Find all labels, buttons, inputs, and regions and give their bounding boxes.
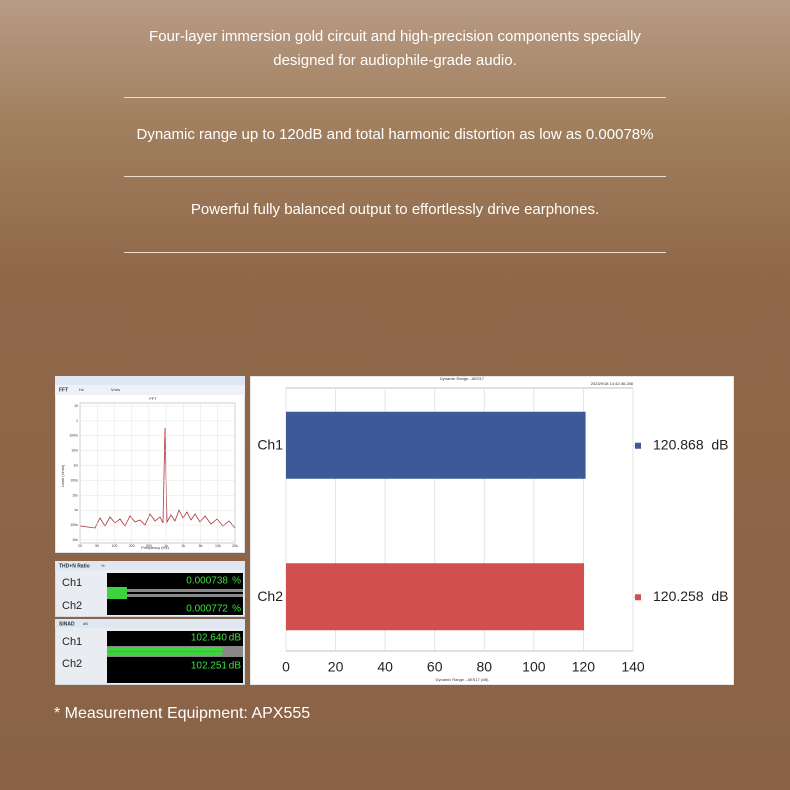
panel-unit: dB: [83, 621, 88, 626]
titlebar: [55, 561, 245, 570]
fft-x-tick-label: 100: [112, 544, 118, 548]
x-tick-label: 0: [282, 659, 290, 675]
x-tick-label: 60: [427, 659, 443, 675]
meter-bar: [107, 587, 127, 599]
titlebar: [55, 376, 245, 385]
meter-track: [107, 594, 243, 597]
x-tick-label: 140: [621, 659, 645, 675]
fft-panel: FFT Hz Vrms FFT Level (Vrms) Frequency (…: [55, 376, 245, 553]
reading: 102.640: [191, 633, 228, 644]
channel-label: Ch1: [62, 636, 82, 648]
feature-text: Four-layer immersion gold circuit and hi…: [0, 25, 790, 73]
fft-x-tick-label: 20k: [232, 544, 238, 548]
value-label: 120.258 dB: [653, 588, 729, 604]
footnote: * Measurement Equipment: APX555: [54, 705, 311, 722]
timestamp: 2023/9/18 14:42:36.288: [591, 381, 634, 386]
feature-text: Dynamic range up to 120dB and total harm…: [0, 123, 790, 147]
fft-trace: [79, 427, 236, 529]
bar: [286, 411, 586, 479]
thdn-panel: THD+N Ratio % Ch1 Ch2 0.000738 % 0.00077…: [55, 561, 245, 617]
reading-unit: %: [232, 604, 241, 615]
reading: 102.251: [191, 661, 228, 672]
fft-x-tick-label: 500: [146, 544, 152, 548]
fft-x-tick-label: 50: [95, 544, 99, 548]
fft-y-tick-label: 1m: [73, 463, 78, 467]
chart-title: Dynamic Range - AES17: [440, 376, 485, 381]
feature-line: Four-layer immersion gold circuit and hi…: [149, 28, 641, 45]
fft-x-tick-label: 200: [129, 544, 135, 548]
meter-bar: [107, 647, 223, 651]
fft-y-tick-label: 10u: [72, 493, 78, 497]
reading-unit: dB: [229, 661, 242, 672]
reading-unit: dB: [229, 633, 242, 644]
x-tick-label: 40: [377, 659, 393, 675]
x-tick-label: 20: [328, 659, 344, 675]
feature-text: Powerful fully balanced output to effort…: [0, 198, 790, 222]
fft-x-tick-label: 2k: [181, 544, 185, 548]
channel-label: Ch1: [62, 577, 82, 589]
legend-swatch: [635, 594, 641, 601]
x-tick-label: 100: [522, 659, 546, 675]
channel-label: Ch2: [62, 658, 82, 670]
legend-swatch: [635, 442, 641, 449]
toolbar: [55, 385, 245, 395]
meter-track: [107, 589, 243, 592]
category-label: Ch2: [257, 588, 283, 604]
x-axis-label: Dynamic Range - AES17 (dB): [436, 677, 490, 682]
reading: 0.000738: [186, 576, 228, 587]
titlebar: [55, 619, 245, 628]
fft-plot: [79, 402, 236, 544]
toolbar-label: Vrms: [111, 387, 120, 392]
bar: [286, 563, 585, 631]
fft-y-tick-label: 100u: [70, 478, 78, 482]
channel-label: Ch2: [62, 600, 82, 612]
value-label: 120.868 dB: [653, 436, 729, 452]
fft-y-tick-label: 100m: [69, 434, 78, 438]
fft-x-tick-label: 5k: [199, 544, 203, 548]
divider: [124, 252, 666, 253]
toolbar-label: FFT: [59, 387, 68, 393]
fft-y-tick-label: 1u: [74, 508, 78, 512]
fft-x-tick-label: 1k: [164, 544, 168, 548]
panel-title: SINAD: [59, 621, 75, 627]
fft-x-tick-label: 10k: [215, 544, 221, 548]
fft-y-tick-label: 1: [76, 419, 78, 423]
sinad-panel: SINAD dB Ch1 Ch2 102.640 dB 102.251 dB: [55, 619, 245, 685]
meter-track: [107, 646, 243, 657]
fft-title: FFT: [149, 396, 157, 401]
feature-line: Powerful fully balanced output to effort…: [190, 201, 600, 218]
fft-y-tick-label: 100n: [70, 523, 78, 527]
panel-unit: %: [101, 563, 105, 568]
fft-y-tick-label: 10: [74, 404, 78, 408]
category-label: Ch1: [257, 436, 283, 452]
feature-line: Dynamic range up to 120dB and total harm…: [136, 126, 654, 143]
panel-title: THD+N Ratio: [59, 563, 90, 569]
x-tick-label: 80: [476, 659, 492, 675]
reading: 0.000772: [186, 604, 228, 615]
fft-y-tick-label: 10n: [72, 538, 78, 542]
dynamic-range-chart: Dynamic Range - AES17 2023/9/18 14:42:36…: [250, 376, 734, 685]
fft-x-label: Frequency (Hz): [141, 545, 169, 550]
fft-y-tick-label: 10m: [71, 449, 78, 453]
meter-bar: [107, 652, 222, 656]
x-tick-label: 120: [572, 659, 596, 675]
divider: [124, 97, 666, 98]
feature-line: designed for audiophile-grade audio.: [273, 52, 517, 69]
toolbar-label: Hz: [79, 387, 84, 392]
fft-y-label: Level (Vrms): [60, 464, 65, 487]
divider: [124, 176, 666, 177]
fft-x-tick-label: 20: [78, 544, 82, 548]
reading-unit: %: [232, 576, 241, 587]
